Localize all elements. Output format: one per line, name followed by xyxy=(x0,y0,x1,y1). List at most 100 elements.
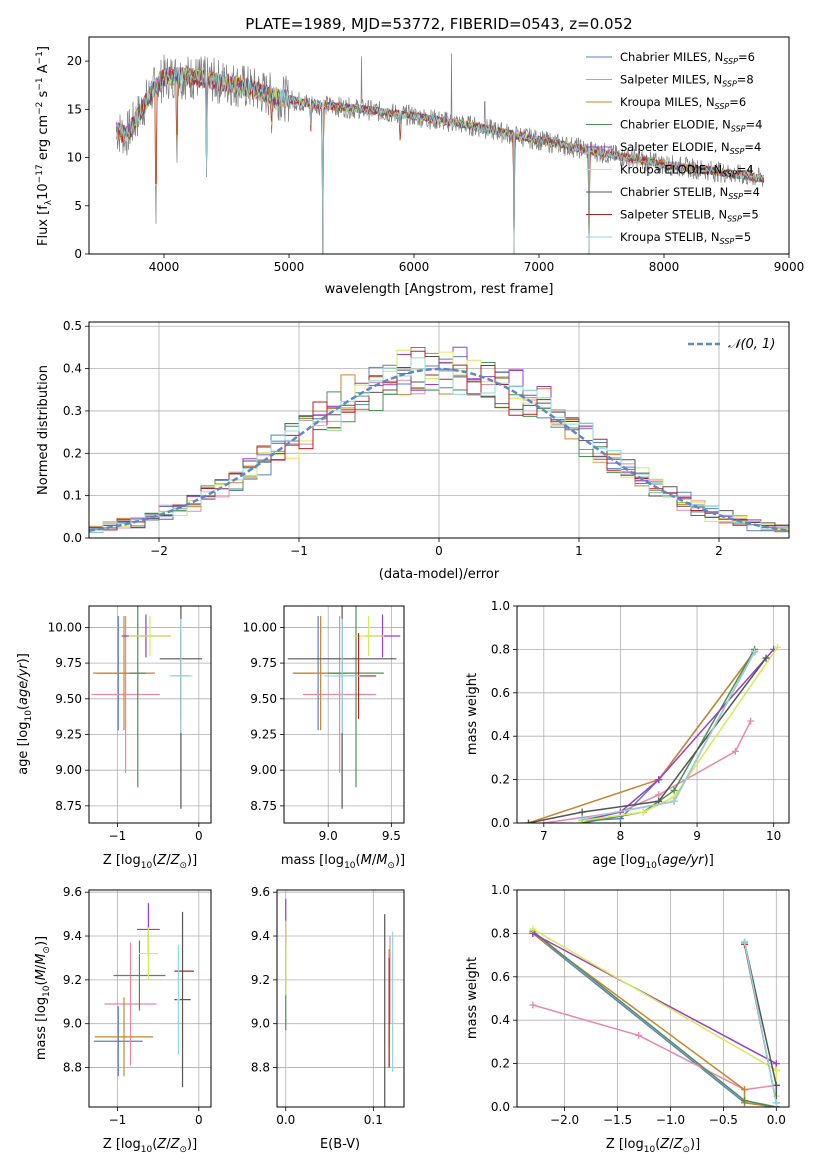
age-vs-mass-errorbars xyxy=(287,606,401,809)
mass-vs-Z-ticks: −1 0 8.8 9.0 9.2 9.4 9.6 xyxy=(63,885,203,1127)
ytick-label: 5 xyxy=(74,199,82,213)
series-kroupa-stelib xyxy=(741,938,780,1107)
mass-weight-vs-age-grid xyxy=(517,605,789,824)
ytick-label: 0.4 xyxy=(491,729,510,743)
legend-label-salpeter-miles: Salpeter MILES, NSSP=8 xyxy=(620,73,754,89)
xtick-label: 0.0 xyxy=(276,1113,295,1127)
errorbar-kroupa-stelib xyxy=(169,618,193,734)
errorbar-chabrier-miles xyxy=(93,1006,143,1077)
mass-vs-Z-xlabel: Z [log10(Z/Z⊙)] xyxy=(103,1137,197,1155)
mass-vs-EBV-frame xyxy=(276,889,405,1108)
series-kroupa-elodie xyxy=(578,643,782,823)
ytick-label: 0.6 xyxy=(491,970,510,984)
errorbar-salpeter-miles xyxy=(91,615,160,774)
xtick-label: 0.0 xyxy=(767,1113,786,1127)
series-point xyxy=(639,808,647,816)
series-line xyxy=(581,651,756,820)
residuals-ticks: −2 −1 0 1 2 0.0 0.1 0.2 0.3 0.4 0.5 xyxy=(63,319,723,558)
mass-weight-vs-Z-lines xyxy=(529,925,780,1107)
errorbar-chabrier-elodie xyxy=(113,940,166,1011)
series-point xyxy=(635,1031,643,1039)
spectrum-ticks: 4000 5000 6000 7000 8000 9000 0 5 10 15 20 xyxy=(67,54,805,274)
ytick-label: 0.2 xyxy=(491,1057,510,1071)
ytick-label: 9.4 xyxy=(251,929,270,943)
errorbar-kroupa-elodie xyxy=(138,927,159,980)
residuals-lines xyxy=(89,346,789,533)
series-line xyxy=(532,932,777,1107)
series-point xyxy=(578,808,586,816)
ytick-label: 0.4 xyxy=(491,1013,510,1027)
errorbar-kroupa-stelib xyxy=(176,944,181,1055)
series-point xyxy=(731,747,739,755)
series-line xyxy=(532,930,777,1107)
residuals-ylabel: Normed distribution xyxy=(36,365,51,495)
legend-label-kroupa-stelib: Kroupa STELIB, NSSP=5 xyxy=(620,230,751,246)
spectrum-lines xyxy=(116,53,765,254)
errorbar-kroupa-miles xyxy=(94,997,154,1077)
xtick-label: 0 xyxy=(435,544,443,558)
xtick-label: 9 xyxy=(693,829,701,843)
age-vs-Z-xlabel: Z [log10(Z/Z⊙)] xyxy=(103,853,197,871)
xtick-label: −1.5 xyxy=(603,1113,632,1127)
series-line xyxy=(581,648,775,822)
ytick-label: 9.4 xyxy=(63,929,82,943)
xtick-label: 6000 xyxy=(399,260,430,274)
ytick-label: 0.0 xyxy=(491,816,510,830)
ytick-label: 9.75 xyxy=(55,656,82,670)
legend-label-chabrier-elodie: Chabrier ELODIE, NSSP=4 xyxy=(620,118,762,134)
ytick-label: 1.0 xyxy=(491,599,510,613)
ytick-label: 20 xyxy=(67,54,82,68)
xtick-label: 7 xyxy=(540,829,548,843)
model-line-kroupa-stelib xyxy=(116,65,765,254)
ytick-label: 9.0 xyxy=(251,1017,270,1031)
ytick-label: 0.4 xyxy=(63,362,82,376)
ytick-label: 9.75 xyxy=(250,656,277,670)
series-chabrier-elodie xyxy=(529,927,780,1107)
spectrum-legend: Chabrier MILES, NSSP=6 Salpeter MILES, NS… xyxy=(586,50,762,246)
mass-weight-vs-age-panel: 7 8 9 10 0.0 0.2 0.4 0.6 0.8 1.0 age [log10(age/y… xyxy=(465,599,790,871)
mass-weight-vs-age-lines xyxy=(524,643,782,823)
age-vs-Z-ylabel: age [log10(age/yr)] xyxy=(16,653,34,775)
ytick-label: 10.00 xyxy=(243,620,277,634)
age-vs-Z-frame xyxy=(88,605,212,824)
ytick-label: 0.6 xyxy=(491,686,510,700)
ytick-label: 9.50 xyxy=(55,692,82,706)
series-point xyxy=(741,1096,749,1104)
ytick-label: 9.2 xyxy=(251,973,270,987)
series-point xyxy=(529,925,537,933)
xtick-label: 8000 xyxy=(649,260,680,274)
ytick-label: 9.50 xyxy=(250,692,277,706)
mass-weight-vs-age-frame xyxy=(516,605,790,824)
series-point xyxy=(751,648,759,656)
normal-legend-label: 𝒩(0, 1) xyxy=(728,337,775,352)
ytick-label: 0.8 xyxy=(491,926,510,940)
xtick-label: 0 xyxy=(195,1113,203,1127)
series-kroupa-miles xyxy=(524,648,759,823)
xtick-label: 0.1 xyxy=(364,1113,383,1127)
errorbar-chabrier-elodie xyxy=(328,606,384,788)
xtick-label: 0 xyxy=(195,829,203,843)
series-kroupa-stelib xyxy=(578,648,759,823)
xtick-label: −1 xyxy=(109,1113,127,1127)
age-vs-Z-panel: −1 0 8.75 9.00 9.25 9.50 9.75 10.00 Z [log10(Z/… xyxy=(16,605,212,871)
series-point xyxy=(772,1081,780,1089)
mass-vs-EBV-ticks: 0.0 0.1 8.8 9.0 9.2 9.4 9.6 xyxy=(251,885,383,1127)
mass-weight-vs-Z-ticks: −2.0 −1.5 −1.0 −0.5 0.0 0.0 0.2 0.4 0.6 0.8 1.0 xyxy=(491,883,786,1127)
series-point xyxy=(578,815,586,823)
ytick-label: 8.8 xyxy=(63,1061,82,1075)
xtick-label: 5000 xyxy=(274,260,305,274)
residuals-panel: −2 −1 0 1 2 0.0 0.1 0.2 0.3 0.4 0.5 (data-model)/e… xyxy=(36,319,790,582)
xtick-label: 9.0 xyxy=(319,829,338,843)
xtick-label: 7000 xyxy=(524,260,555,274)
series-point xyxy=(540,819,548,823)
ytick-label: 9.25 xyxy=(250,727,277,741)
ytick-label: 8.75 xyxy=(55,799,82,813)
ytick-label: 15 xyxy=(67,102,82,116)
legend-label-kroupa-miles: Kroupa MILES, NSSP=6 xyxy=(620,95,746,111)
age-vs-mass-grid xyxy=(284,606,404,823)
mass-vs-Z-panel: −1 0 8.8 9.0 9.2 9.4 9.6 Z [log10(Z/Z⊙)] mass … xyxy=(34,885,212,1155)
ytick-label: 9.0 xyxy=(63,1017,82,1031)
series-point xyxy=(747,717,755,725)
ytick-label: 9.6 xyxy=(251,885,270,899)
mass-vs-Z-grid xyxy=(89,890,211,1107)
